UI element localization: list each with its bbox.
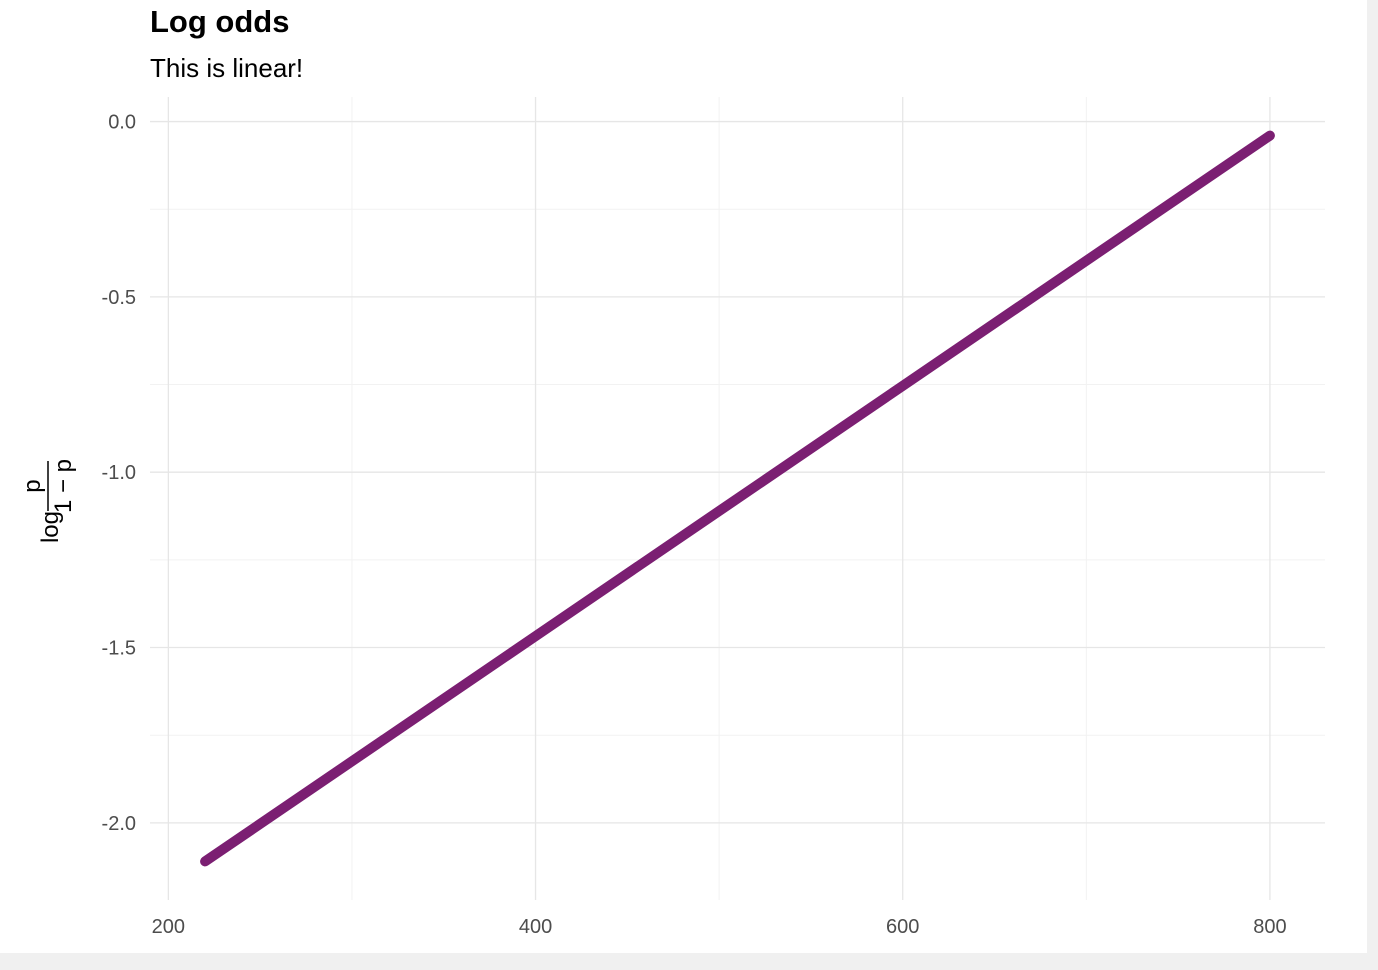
chart-title: Log odds <box>150 4 290 39</box>
y-tick-label: -1.5 <box>102 638 136 660</box>
y-tick-label: 0.0 <box>108 112 136 134</box>
y-tick-label: -1.0 <box>102 462 136 484</box>
x-tick-label: 400 <box>519 916 552 938</box>
x-tick-label: 600 <box>886 916 919 938</box>
series-layer <box>200 130 1275 867</box>
y-tick-label: -2.0 <box>102 813 136 835</box>
major-gridlines <box>150 97 1325 900</box>
plot-panel: Log odds This is linear! 200 400 600 800 0.… <box>0 0 1367 953</box>
series-line <box>200 130 1275 867</box>
x-axis-tick-labels: 200 400 600 800 <box>152 916 1287 938</box>
y-tick-label: -0.5 <box>102 287 136 309</box>
y-axis-label-numerator: p <box>19 479 46 492</box>
x-tick-label: 800 <box>1253 916 1286 938</box>
minor-gridlines <box>150 97 1325 900</box>
y-axis-label-prefix: log <box>37 511 64 543</box>
log-odds-chart: 200 400 600 800 0.0 -0.5 -1.0 -1.5 -2.0 log p 1… <box>19 97 1325 938</box>
x-tick-label: 200 <box>152 916 185 938</box>
y-axis-tick-labels: 0.0 -0.5 -1.0 -1.5 -2.0 <box>102 112 136 835</box>
y-axis-label: log p 1 − p <box>19 459 77 543</box>
chart-subtitle: This is linear! <box>150 53 304 83</box>
y-axis-label-denominator: 1 − p <box>50 459 77 513</box>
